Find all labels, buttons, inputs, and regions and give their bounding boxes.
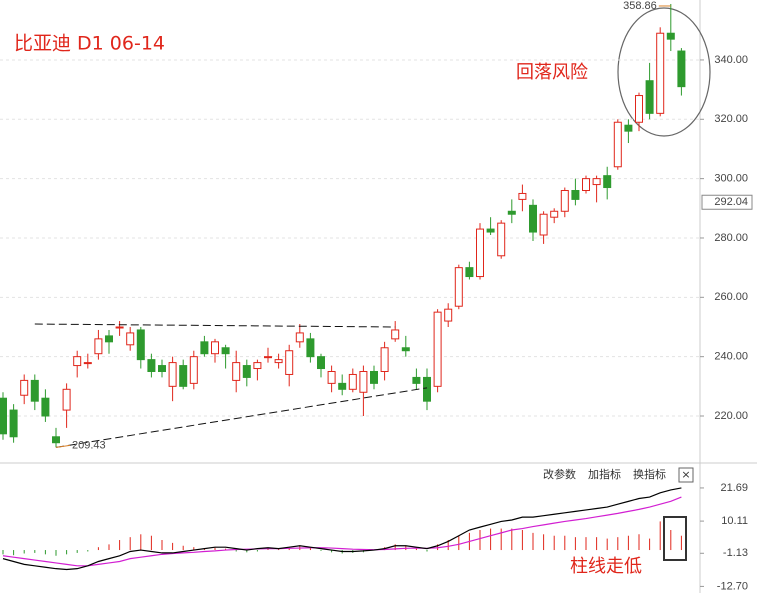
button[interactable]: 加指标 (588, 467, 621, 481)
low-pointer (55, 444, 71, 448)
highlight-box (663, 516, 687, 561)
candle-body (518, 192, 527, 200)
candle-body (486, 228, 495, 233)
candle-body (454, 267, 463, 307)
candle-body (677, 50, 686, 88)
button[interactable]: 改参数 (543, 467, 576, 481)
candle-body (348, 373, 357, 390)
candle-body (582, 178, 590, 191)
candle-body (136, 329, 145, 361)
candle-body (507, 210, 516, 215)
y-tick-label: 240.00 (714, 351, 748, 363)
candle-body (635, 95, 643, 123)
annotation: 柱线走低 (570, 556, 642, 577)
candle-body (147, 359, 156, 372)
candle-body (423, 376, 431, 402)
candle-body (274, 359, 283, 364)
candle-body (232, 362, 241, 381)
candle-body (359, 370, 368, 393)
y-tick-label: 21.69 (720, 482, 748, 494)
candle-body (30, 379, 39, 402)
y-tick-label: 320.00 (714, 113, 748, 125)
candle-body (327, 370, 336, 384)
trendline (34, 323, 396, 328)
candle-body (83, 362, 92, 365)
candle-body (0, 397, 7, 435)
candle-body (529, 204, 537, 233)
y-tick-label: 220.00 (714, 410, 748, 422)
candle-body (41, 397, 50, 417)
chart-title: 比亚迪 D1 06-14 (14, 33, 165, 55)
candle-body (306, 338, 315, 358)
y-tick-label: 10.11 (721, 515, 748, 527)
candle-body (221, 347, 230, 355)
y-tick-label: -12.70 (717, 580, 748, 592)
candle-body (264, 356, 272, 359)
candle-body (497, 222, 506, 257)
candle-body (20, 379, 29, 396)
candle-body (253, 362, 262, 370)
candle-body (317, 356, 325, 370)
candle-body (94, 338, 103, 355)
dea-line (2, 496, 682, 567)
candle-body (560, 189, 569, 212)
candle-body (613, 121, 622, 168)
high-label: 358.86 (623, 0, 657, 12)
candle-body (73, 356, 82, 367)
button[interactable]: 换指标 (633, 467, 666, 481)
close-box[interactable] (678, 467, 694, 483)
price-label: 292.04 (714, 196, 748, 208)
low-label: 209.43 (72, 439, 106, 451)
y-tick-label: -1.13 (723, 547, 748, 559)
candle-body (158, 365, 166, 372)
candle-body (211, 341, 219, 355)
candle-body (476, 228, 484, 278)
candle-body (624, 124, 633, 132)
candle-body (242, 365, 251, 378)
candle-body (465, 267, 474, 278)
y-tick-label: 280.00 (714, 232, 748, 244)
candle-body (666, 32, 675, 40)
y-tick-label: 300.00 (714, 173, 748, 185)
candle-body (412, 376, 421, 384)
candle-body (645, 80, 654, 114)
y-tick-label: 340.00 (714, 54, 748, 66)
candle-body (168, 362, 177, 387)
candle-body (52, 436, 60, 444)
candle-body (603, 175, 612, 189)
candle-body (200, 341, 209, 355)
candle-body (550, 210, 559, 218)
candle-body (295, 332, 304, 343)
dif-line (2, 487, 682, 571)
candle-body (571, 189, 580, 200)
candle-body (539, 213, 548, 236)
candle-body (444, 308, 453, 322)
y-tick-label: 260.00 (714, 291, 748, 303)
candle-body (285, 350, 294, 375)
candle-body (370, 370, 378, 384)
trendline (55, 387, 428, 448)
candle-body (592, 178, 601, 186)
candle-body (62, 388, 71, 411)
candle-body (9, 409, 18, 438)
candle-body (656, 32, 665, 114)
candle-body (105, 335, 113, 343)
annotation: 回落风险 (516, 62, 588, 83)
price-label-box (701, 194, 753, 210)
close-button[interactable]: × (681, 468, 690, 481)
candle-body (126, 332, 135, 346)
candle-body (380, 347, 389, 372)
highlight-circle (617, 7, 711, 137)
candle-body (179, 365, 188, 387)
candle-body (115, 326, 124, 329)
candle-body (391, 329, 400, 340)
candle-body (433, 311, 442, 387)
candle-body (401, 347, 410, 352)
candle-body (189, 356, 198, 384)
candle-body (338, 382, 347, 390)
